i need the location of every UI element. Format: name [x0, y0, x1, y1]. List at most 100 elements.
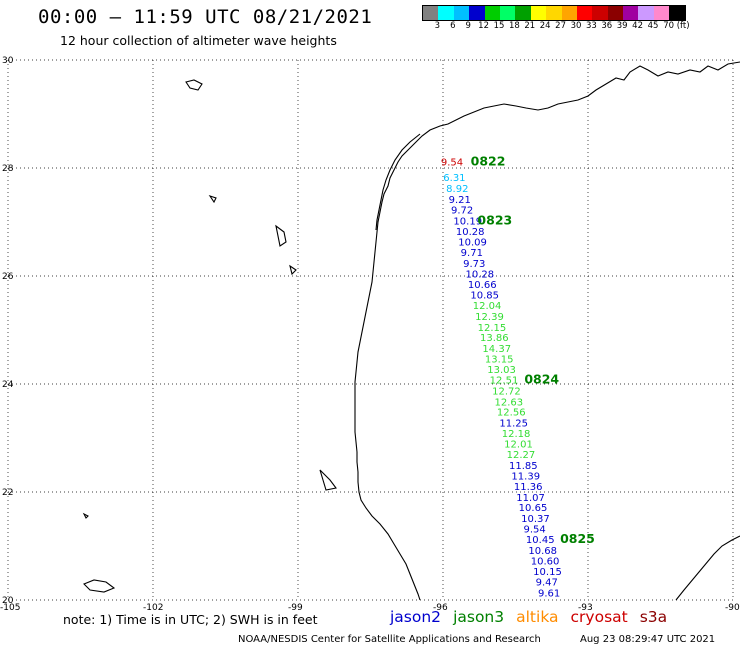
swh-value: 9.54 [441, 158, 463, 169]
legend-entry-cryosat: cryosat [570, 608, 628, 626]
swh-value: 6.31 [443, 173, 465, 184]
color-scale-label: 9 [465, 21, 471, 31]
swh-value: 13.15 [485, 355, 514, 366]
credit-line: NOAA/NESDIS Center for Satellite Applica… [238, 634, 541, 645]
swh-value: 9.72 [451, 206, 473, 217]
yucatan-coast [675, 535, 740, 601]
swh-value: 11.07 [516, 493, 545, 504]
color-scale-label: 27 [555, 21, 567, 31]
color-scale-label: 70 (ft) [663, 21, 690, 31]
gulf-coastline [354, 61, 740, 601]
swh-value: 9.61 [538, 588, 560, 599]
color-scale-label: 3 [434, 21, 441, 31]
island-1 [83, 579, 116, 593]
lake-4 [289, 264, 297, 276]
lat-tick-label: 26 [2, 272, 14, 282]
color-swatch [469, 6, 485, 20]
color-swatch [561, 6, 577, 20]
lon-tick-label: -99 [288, 603, 303, 613]
swh-value: 14.37 [482, 344, 511, 355]
color-scale-labels: 3 6 9 12 15 18 21 24 27 30 33 36 39 42 45 70 (ft) [422, 21, 740, 33]
lon-tick-label: -102 [143, 603, 163, 613]
color-scale-label: 36 [601, 21, 613, 31]
swh-value: 10.37 [521, 514, 550, 525]
color-swatch [499, 6, 516, 20]
lon-tick-label: -96 [433, 603, 448, 613]
color-scale-label: 18 [508, 21, 520, 31]
color-scale-label: 45 [647, 21, 659, 31]
color-scale-label: 6 [450, 21, 456, 31]
coastline [82, 61, 740, 601]
time-marker-label: 0825 [560, 531, 595, 546]
swh-value: 13.03 [487, 365, 516, 376]
color-scale-label: 33 [585, 21, 597, 31]
swh-value: 9.21 [449, 195, 471, 206]
lake-1 [185, 79, 203, 91]
time-marker-label: 0824 [524, 372, 559, 387]
swh-value: 12.72 [492, 386, 521, 397]
time-marker-label: 0823 [477, 212, 512, 227]
color-scale-label: 30 [570, 21, 582, 31]
color-swatch [546, 6, 562, 20]
lat-lon-grid [7, 59, 734, 601]
lat-tick-label: 30 [2, 56, 14, 66]
lat-tick-label: 24 [2, 380, 14, 390]
swh-value: 9.54 [524, 525, 546, 536]
swh-value: 10.60 [531, 557, 560, 568]
color-swatch [453, 6, 470, 20]
color-scale-label: 15 [493, 21, 505, 31]
swh-value: 12.04 [473, 301, 502, 312]
barrier-island [375, 133, 421, 231]
swh-value: 10.66 [468, 280, 497, 291]
swh-value: 10.85 [470, 290, 499, 301]
color-scale-label: 42 [632, 21, 644, 31]
lat-tick-label: 22 [2, 488, 13, 498]
swh-value: 12.56 [497, 408, 526, 419]
axis-labels: -105 -102 -99 -96 -93 -90 30 28 26 24 22 20 [0, 56, 740, 613]
color-scale-bar [422, 5, 686, 21]
page-title: 00:00 – 11:59 UTC 08/21/2021 [38, 6, 373, 28]
swh-value: 12.15 [478, 323, 507, 334]
swh-value: 10.28 [456, 227, 485, 238]
legend-entry-altika: altika [516, 608, 559, 626]
color-scale-label: 39 [616, 21, 628, 31]
lake-3 [208, 194, 217, 204]
swh-value: 10.28 [466, 269, 495, 280]
time-marker-label: 0822 [471, 154, 506, 169]
footer-note: note: 1) Time is in UTC; 2) SWH is in fe… [63, 612, 318, 627]
legend-entry-jason2: jason2 [390, 608, 442, 626]
color-swatch [592, 6, 608, 20]
island-2 [82, 512, 89, 519]
swh-value: 9.73 [463, 259, 485, 270]
swh-value: 11.39 [511, 471, 540, 482]
lon-tick-label: -105 [0, 603, 20, 613]
swh-value: 12.27 [507, 450, 536, 461]
color-swatch [530, 6, 547, 20]
generated-timestamp: Aug 23 08:29:47 UTC 2021 [580, 634, 716, 645]
color-swatch [515, 6, 531, 20]
color-swatch [669, 6, 685, 20]
satellite-legend: jason2 jason3 altika cryosat s3a [390, 608, 679, 626]
altimeter-track: 9.546.318.929.219.7210.1910.2810.099.719… [441, 154, 595, 600]
swh-value: 12.51 [490, 376, 519, 387]
swh-value: 10.65 [519, 503, 548, 514]
swh-value: 8.92 [446, 184, 468, 195]
color-swatch [638, 6, 654, 20]
swh-value: 12.63 [495, 397, 524, 408]
swh-value: 9.71 [461, 248, 483, 259]
color-swatch [438, 6, 454, 20]
lon-tick-label: -93 [578, 603, 593, 613]
page-subtitle: 12 hour collection of altimeter wave hei… [60, 33, 337, 48]
color-scale-label: 12 [478, 21, 490, 31]
swh-value: 13.86 [480, 333, 509, 344]
swh-value: 12.39 [475, 312, 504, 323]
swh-value: 10.15 [533, 567, 562, 578]
color-swatch [484, 6, 500, 20]
swh-value: 10.19 [453, 216, 482, 227]
color-swatch [607, 6, 624, 20]
swh-value: 9.47 [536, 578, 558, 589]
lake-5 [319, 469, 337, 491]
lat-tick-label: 20 [2, 596, 14, 606]
lon-tick-label: -90 [725, 603, 740, 613]
